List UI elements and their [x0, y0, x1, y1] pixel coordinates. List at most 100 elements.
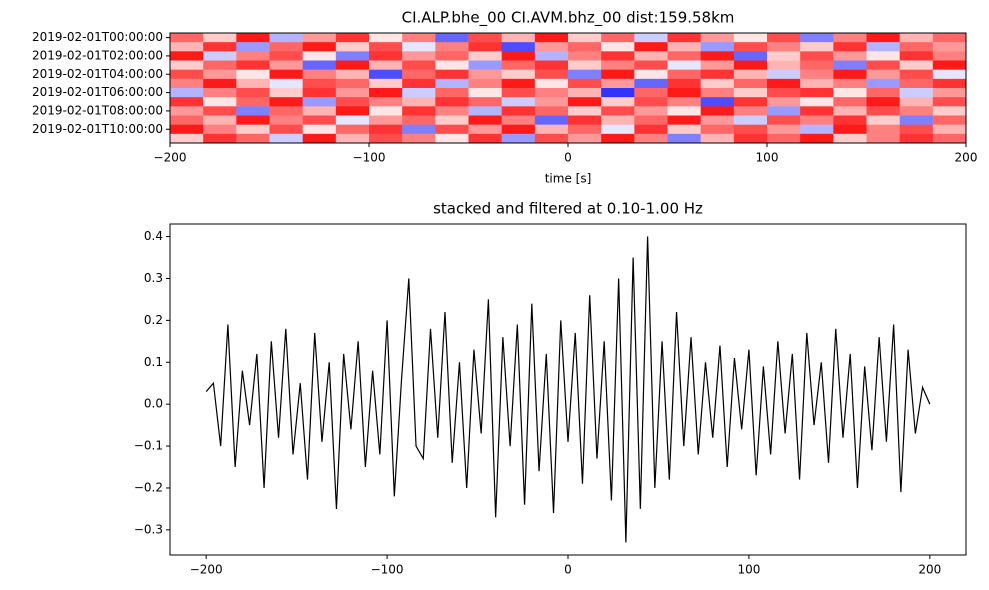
- heatmap-cell: [402, 69, 436, 80]
- heatmap-cell: [369, 115, 403, 125]
- heatmap-cell: [269, 133, 303, 144]
- heatmap-cell: [700, 60, 735, 70]
- heatmap-cell: [800, 133, 834, 144]
- heatmap-cell: [866, 33, 900, 43]
- heatmap-cell: [899, 78, 934, 89]
- heatmap-cell: [634, 78, 668, 89]
- heatmap-cell: [236, 42, 270, 52]
- chart-title: CI.ALP.bhe_00 CI.AVM.bhz_00 dist:159.58k…: [402, 9, 735, 28]
- heatmap-cell: [435, 69, 469, 80]
- heatmap-cell: [899, 60, 934, 70]
- heatmap-cell: [767, 88, 801, 98]
- heatmap-cell: [236, 51, 270, 61]
- heatmap-cell: [899, 51, 934, 61]
- heatmap-cell: [767, 33, 801, 43]
- heatmap-cell: [899, 115, 934, 125]
- heatmap-cell: [534, 78, 569, 89]
- heatmap-cell: [269, 124, 303, 135]
- heatmap-cell: [534, 124, 569, 135]
- heatmap-cell: [932, 124, 967, 135]
- heatmap-cell: [733, 88, 768, 98]
- heatmap-cell: [932, 42, 967, 52]
- heatmap-cell: [335, 33, 370, 43]
- heatmap-cell: [335, 97, 370, 107]
- heatmap-cell: [866, 88, 900, 98]
- x-tick-label: 100: [737, 563, 760, 577]
- heatmap-cell: [369, 51, 403, 61]
- heatmap-cell: [402, 124, 436, 135]
- heatmap-cell: [733, 106, 768, 116]
- heatmap-cell: [203, 97, 237, 107]
- heatmap-cell: [335, 42, 370, 52]
- heatmap-cell: [833, 133, 867, 144]
- heatmap-cell: [667, 51, 701, 61]
- heatmap-cell: [170, 69, 204, 80]
- heatmap-cell: [269, 69, 303, 80]
- heatmap-cell: [302, 51, 337, 61]
- y-tick-label: 0.1: [144, 355, 163, 369]
- heatmap-cell: [833, 60, 867, 70]
- x-tick-label: 200: [918, 563, 941, 577]
- heatmap-cell: [468, 78, 502, 89]
- heatmap-cell: [236, 88, 270, 98]
- heatmap-cell: [302, 115, 337, 125]
- heatmap-cell: [932, 88, 967, 98]
- heatmap-cell: [700, 33, 735, 43]
- heatmap-cell: [667, 69, 701, 80]
- heatmap-cell: [302, 124, 337, 135]
- y-tick-label: 2019-02-01T08:00:00: [32, 103, 163, 117]
- heatmap-cell: [534, 60, 569, 70]
- heatmap-cell: [733, 78, 768, 89]
- heatmap-cell: [932, 133, 967, 144]
- heatmap-cell: [302, 42, 337, 52]
- heatmap-cell: [833, 115, 867, 125]
- heatmap-cell: [700, 42, 735, 52]
- heatmap-cell: [899, 33, 934, 43]
- heatmap-cell: [170, 33, 204, 43]
- heatmap-cell: [932, 60, 967, 70]
- heatmap-cell: [468, 51, 502, 61]
- heatmap-cell: [601, 97, 635, 107]
- heatmap-cell: [534, 51, 569, 61]
- heatmap-cell: [733, 60, 768, 70]
- heatmap-cell: [899, 124, 934, 135]
- heatmap-cell: [170, 106, 204, 116]
- heatmap-cell: [335, 51, 370, 61]
- heatmap-cell: [402, 33, 436, 43]
- x-tick-label: 200: [955, 151, 978, 165]
- heatmap-cell: [369, 97, 403, 107]
- heatmap-cell: [767, 106, 801, 116]
- heatmap-cell: [800, 88, 834, 98]
- line-series: [205, 236, 931, 543]
- heatmap-cell: [634, 51, 668, 61]
- heatmap-cell: [932, 69, 967, 80]
- heatmap-cell: [800, 33, 834, 43]
- heatmap-cell: [866, 51, 900, 61]
- heatmap-cell: [302, 60, 337, 70]
- heatmap-cell: [833, 69, 867, 80]
- heatmap-cell: [667, 42, 701, 52]
- heatmap-cell: [568, 88, 602, 98]
- heatmap-cell: [601, 60, 635, 70]
- heatmap-cell: [170, 115, 204, 125]
- heatmap-cell: [634, 106, 668, 116]
- heatmap-cell: [667, 106, 701, 116]
- heatmap-cell: [534, 106, 569, 116]
- heatmap-cell: [700, 97, 735, 107]
- heatmap-cell: [899, 133, 934, 144]
- y-tick-label: 2019-02-01T06:00:00: [32, 85, 163, 99]
- heatmap-cell: [866, 42, 900, 52]
- heatmap-cell: [501, 106, 536, 116]
- heatmap-cell: [932, 106, 967, 116]
- x-tick-label: 0: [564, 151, 572, 165]
- heatmap-cell: [170, 42, 204, 52]
- heatmap-cell: [501, 133, 536, 144]
- heatmap-cell: [932, 33, 967, 43]
- heatmap-cell: [767, 60, 801, 70]
- heatmap-cell: [269, 33, 303, 43]
- heatmap-cell: [534, 133, 569, 144]
- heatmap-cell: [468, 42, 502, 52]
- x-tick-label: −200: [190, 563, 223, 577]
- heatmap-cell: [800, 42, 834, 52]
- heatmap-cell: [833, 51, 867, 61]
